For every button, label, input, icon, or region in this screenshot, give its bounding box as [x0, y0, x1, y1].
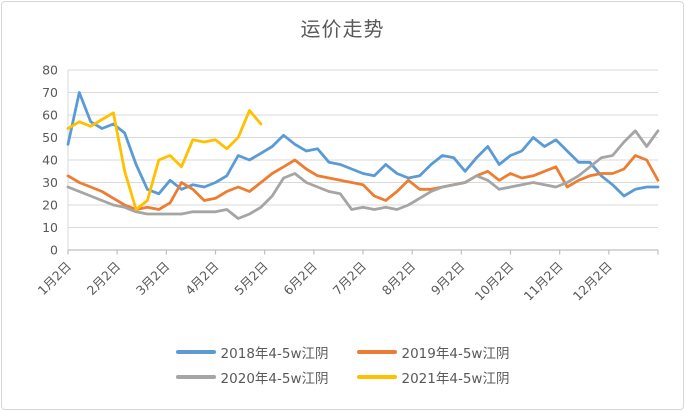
legend-item-2018年4-5w江阴: 2018年4-5w江阴 — [175, 341, 329, 363]
x-axis-label: 7月2日 — [330, 259, 370, 299]
chart-legend: 2018年4-5w江阴 2019年4-5w江阴 2020年4-5w江阴 2021年4-… — [0, 341, 685, 388]
legend-line-swatch — [175, 375, 216, 379]
x-axis-label: 2月2日 — [84, 259, 124, 299]
x-axis-label: 4月2日 — [182, 259, 222, 299]
y-axis-label: 20 — [42, 198, 58, 213]
line-chart-plot-area: 0 10 20 30 40 50 60 70 80 1月2日 2月2日 3月2日 4月2日 5月2日 6月2… — [35, 63, 660, 304]
legend-line-swatch — [175, 350, 216, 354]
legend-item-2019年4-5w江阴: 2019年4-5w江阴 — [356, 341, 510, 363]
x-axis-label: 5月2日 — [231, 259, 271, 299]
x-axis-label: 3月2日 — [133, 259, 173, 299]
legend-label: 2018年4-5w江阴 — [220, 346, 329, 362]
x-axis-label: 8月2日 — [379, 259, 419, 299]
x-axis-label: 11月2日 — [521, 259, 566, 304]
x-axis-label: 12月2日 — [570, 259, 615, 304]
y-axis-label: 80 — [42, 63, 58, 78]
x-axis-label: 9月2日 — [428, 259, 468, 299]
y-axis-label: 40 — [42, 153, 58, 168]
legend-label: 2020年4-5w江阴 — [220, 371, 329, 387]
series-line-2020年4-5w江阴 — [66, 129, 660, 220]
y-axis-label: 10 — [42, 220, 58, 235]
series-line-2019年4-5w江阴 — [66, 154, 660, 211]
series-line-2018年4-5w江阴 — [66, 91, 660, 198]
series-line-2021年4-5w江阴 — [66, 109, 263, 211]
x-axis-label: 6月2日 — [280, 259, 320, 299]
x-axis-label: 1月2日 — [35, 259, 75, 299]
x-axis-label: 10月2日 — [471, 259, 516, 304]
legend-line-swatch — [356, 375, 397, 379]
legend-item-2020年4-5w江阴: 2020年4-5w江阴 — [175, 366, 329, 388]
legend-item-2021年4-5w江阴: 2021年4-5w江阴 — [356, 366, 510, 388]
chart-title: 运价走势 — [300, 17, 385, 41]
legend-label: 2021年4-5w江阴 — [401, 371, 510, 387]
legend-label: 2019年4-5w江阴 — [401, 346, 510, 362]
y-axis-label: 70 — [42, 85, 58, 100]
legend-line-swatch — [356, 350, 397, 354]
y-axis-label: 30 — [42, 175, 58, 190]
y-axis-label: 60 — [42, 108, 58, 123]
y-axis-label: 0 — [50, 243, 58, 258]
y-axis-label: 50 — [42, 130, 58, 145]
